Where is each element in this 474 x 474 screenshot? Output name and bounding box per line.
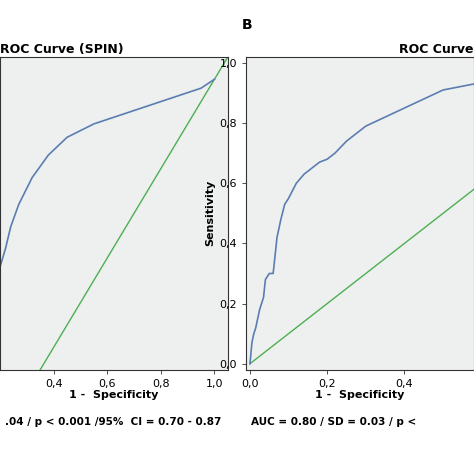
Text: .04 / p < 0.001 /95%  CI = 0.70 - 0.87: .04 / p < 0.001 /95% CI = 0.70 - 0.87	[5, 417, 221, 427]
Text: ROC Curve: ROC Curve	[400, 43, 474, 56]
Text: ROC Curve (SPIN): ROC Curve (SPIN)	[0, 43, 124, 56]
X-axis label: 1 -  Specificity: 1 - Specificity	[69, 390, 159, 400]
X-axis label: 1 -  Specificity: 1 - Specificity	[315, 390, 405, 400]
Text: B: B	[242, 18, 252, 32]
Text: AUC = 0.80 / SD = 0.03 / p <: AUC = 0.80 / SD = 0.03 / p <	[251, 417, 417, 427]
Y-axis label: Sensitivity: Sensitivity	[205, 180, 215, 246]
